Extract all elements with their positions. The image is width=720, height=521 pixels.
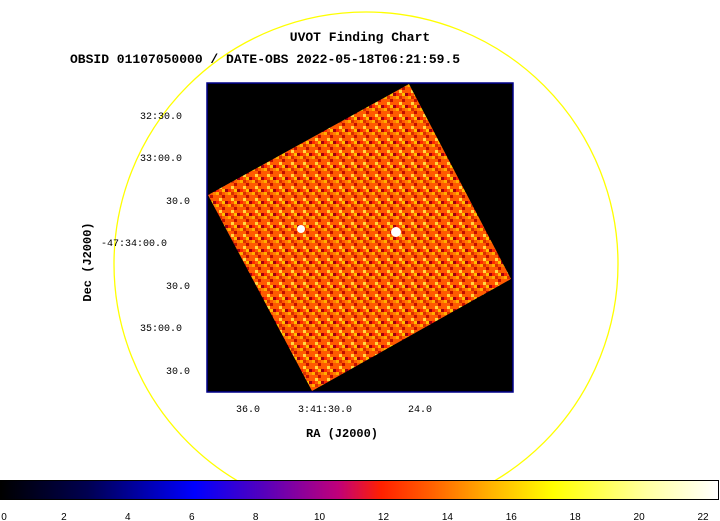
colorbar-tick-label: 6 (188, 512, 195, 521)
y-tick-label: 30.0 (166, 282, 191, 293)
field-circle (113, 11, 619, 480)
colorbar-tick-label: 2 (61, 512, 67, 521)
y-tick-label: 32:30.0 (140, 112, 183, 123)
colorbar (0, 480, 719, 500)
y-tick-label: 33:00.0 (140, 154, 183, 165)
y-tick-label: -47:34:00.0 (101, 239, 168, 250)
x-tick-label: 36.0 (236, 405, 261, 416)
x-tick-label: 3:41:30.0 (298, 405, 353, 416)
colorbar-tick-label: 16 (505, 512, 517, 521)
chart-title: UVOT Finding Chart (289, 30, 431, 45)
y-tick-label: 30.0 (166, 367, 191, 378)
colorbar-tick-label: 10 (313, 512, 326, 521)
colorbar-tick-label: 8 (252, 512, 259, 521)
y-tick-label: 30.0 (166, 197, 191, 208)
colorbar-tick-label: 18 (569, 512, 581, 521)
colorbar-tick-label: 20 (633, 512, 645, 521)
colorbar-tick-label: 12 (377, 512, 390, 521)
y-tick-label: 35:00.0 (140, 324, 183, 335)
colorbar-tick-label: 0 (1, 512, 7, 521)
x-tick-label: 24.0 (408, 405, 433, 416)
sky-image-svg (113, 11, 619, 480)
chart-subtitle: OBSID 01107050000 / DATE-OBS 2022-05-18T… (70, 52, 461, 67)
y-axis-label: Dec (J2000) (81, 222, 95, 302)
source-marker (297, 225, 305, 233)
x-axis-label: RA (J2000) (306, 427, 379, 441)
colorbar-tick-label: 4 (125, 512, 131, 521)
source-marker (391, 227, 401, 237)
colorbar-tick-label: 14 (441, 512, 453, 521)
colorbar-tick-label: 22 (697, 512, 709, 521)
exposure-region (208, 84, 511, 391)
